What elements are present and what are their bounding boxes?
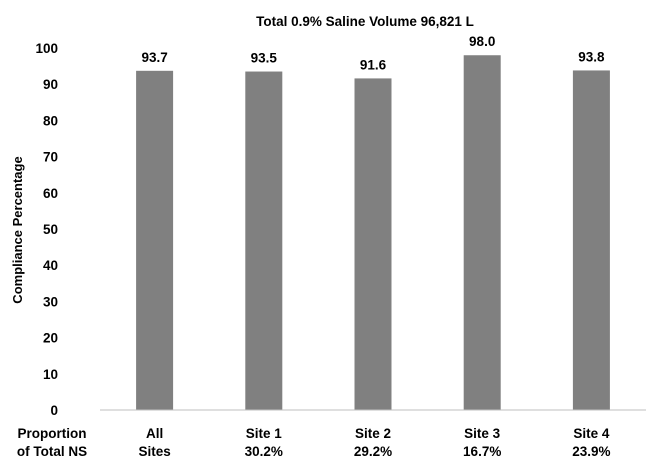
x-category-label: All (146, 426, 163, 441)
bars (136, 55, 610, 411)
x-category-label: Site 2 (355, 426, 391, 441)
y-tick-label: 20 (43, 331, 58, 346)
x-category-proportion: 23.9% (572, 444, 610, 458)
y-tick-label: 0 (50, 403, 58, 418)
y-tick-label: 90 (43, 77, 58, 92)
bar-value-label: 93.8 (578, 49, 605, 64)
x-category-label: Site 4 (573, 426, 610, 441)
x-category-label: Site 1 (246, 426, 283, 441)
y-tick-label: 60 (43, 186, 58, 201)
y-axis-ticks: 0 10 20 30 40 50 60 70 80 90 100 (35, 41, 58, 418)
y-tick-label: 70 (43, 150, 58, 165)
y-tick-label: 30 (43, 294, 58, 309)
bar (572, 70, 610, 410)
bar-value-label: 93.7 (141, 50, 167, 65)
y-tick-label: 50 (43, 222, 58, 237)
bar (136, 70, 174, 410)
y-tick-label: 80 (43, 113, 58, 128)
chart-title: Total 0.9% Saline Volume 96,821 L (256, 14, 474, 29)
row-label-total-ns: of Total NS (17, 444, 87, 458)
bar (354, 78, 392, 411)
bar (463, 55, 501, 411)
y-tick-label: 40 (43, 258, 58, 273)
data-labels: 93.7 93.5 91.6 98.0 93.8 (141, 34, 605, 72)
bar-value-label: 98.0 (469, 34, 495, 49)
row-label-proportion: Proportion (18, 426, 87, 441)
x-category-proportion: 30.2% (245, 444, 283, 458)
bar-value-label: 93.5 (251, 51, 278, 66)
x-category-label: Site 3 (464, 426, 501, 441)
bar (245, 71, 283, 410)
y-tick-label: 100 (35, 41, 58, 56)
bar-value-label: 91.6 (360, 57, 387, 72)
x-category-proportion: 29.2% (354, 444, 392, 458)
y-axis-label: Compliance Percentage (10, 156, 25, 303)
x-axis-category-labels: All Sites Site 1 30.2% Site 2 29.2% Site 3 16.7… (138, 426, 610, 458)
y-tick-label: 10 (43, 367, 58, 382)
x-category-proportion: 16.7% (463, 444, 501, 458)
x-category-proportion: Sites (138, 444, 170, 458)
